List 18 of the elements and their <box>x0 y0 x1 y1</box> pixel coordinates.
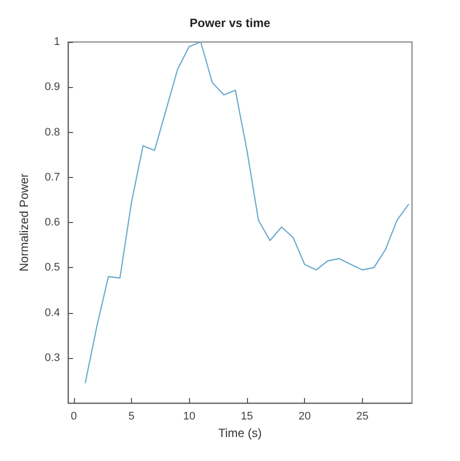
line-series <box>84 41 410 384</box>
x-tick-label: 20 <box>298 410 311 422</box>
x-tick-label: 0 <box>70 410 77 422</box>
x-tick-label: 15 <box>240 410 254 422</box>
y-tick-label: 0.3 <box>44 352 60 364</box>
y-tick-label: 1 <box>54 36 60 48</box>
chart-title: Power vs time <box>190 16 271 30</box>
y-axis-title: Normalized Power <box>17 173 31 272</box>
x-tick-label: 10 <box>183 410 196 422</box>
y-tick-label: 0.5 <box>44 262 60 274</box>
x-tick-label: 25 <box>356 410 368 422</box>
y-tick-label: 0.4 <box>44 306 60 319</box>
y-tick-label: 0.8 <box>44 126 60 138</box>
y-tick-label: 0.7 <box>44 171 60 184</box>
y-tick-label: 0.6 <box>44 216 60 228</box>
x-axis-title: Time (s) <box>218 426 262 440</box>
x-tick-label: 5 <box>128 410 135 422</box>
y-tick-label: 0.9 <box>44 81 60 94</box>
